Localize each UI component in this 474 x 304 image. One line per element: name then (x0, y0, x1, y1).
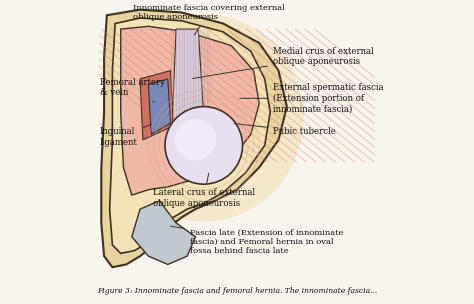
Text: External spermatic fascia
(Extension portion of
innominate fascia): External spermatic fascia (Extension por… (240, 83, 383, 113)
Ellipse shape (175, 119, 216, 161)
Text: Lateral crus of external
oblique aponeurosis: Lateral crus of external oblique aponeur… (153, 173, 255, 208)
Polygon shape (101, 10, 287, 267)
Polygon shape (171, 29, 207, 162)
Text: Femoral artery
& vein: Femoral artery & vein (100, 78, 165, 102)
Polygon shape (109, 18, 270, 253)
Ellipse shape (165, 107, 243, 184)
Text: Fascia late (Extension of innominate
fascia) and Femoral hernia in oval
fossa be: Fascia late (Extension of innominate fas… (171, 226, 343, 255)
Ellipse shape (104, 14, 303, 222)
Polygon shape (121, 26, 259, 195)
Text: Medial crus of external
oblique aponeurosis: Medial crus of external oblique aponeuro… (192, 47, 374, 78)
Polygon shape (148, 79, 171, 134)
Polygon shape (140, 71, 173, 140)
Text: Innominate fascia covering external
oblique aponeurosis: Innominate fascia covering external obli… (133, 4, 285, 35)
Polygon shape (132, 201, 195, 264)
Text: Pubic tubercle: Pubic tubercle (234, 123, 336, 136)
Text: Inguinal
ligament: Inguinal ligament (100, 124, 151, 147)
Text: Figure 3: Innominate fascia and femoral hernia. The innominate fascia...: Figure 3: Innominate fascia and femoral … (97, 287, 377, 295)
